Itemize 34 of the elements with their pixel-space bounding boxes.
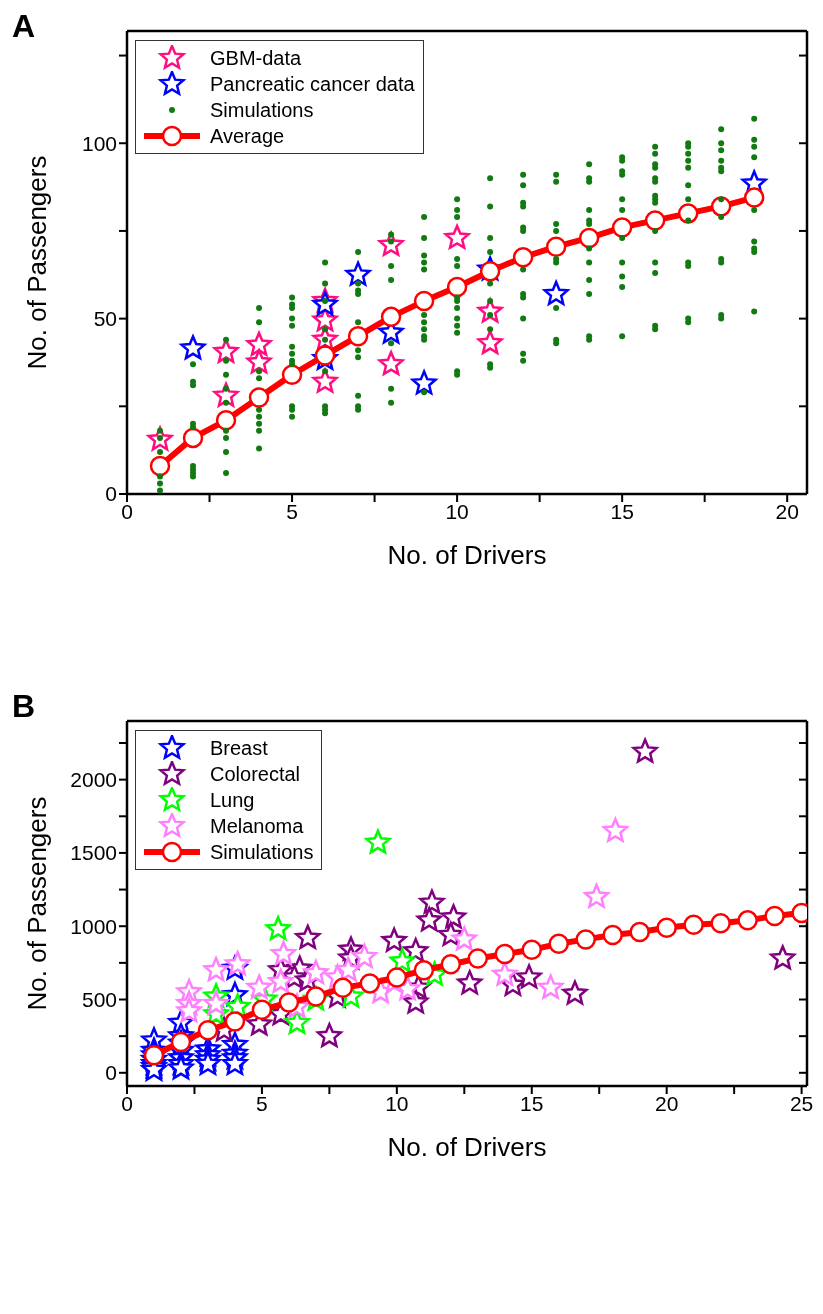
y-tick-label: 50: [93, 307, 117, 331]
legend-label: Melanoma: [210, 814, 304, 838]
y-tick-label: 1000: [70, 914, 117, 938]
x-axis-title: No. of Drivers: [387, 1132, 547, 1162]
y-tick-label: 2000: [70, 768, 117, 792]
x-tick-label: 5: [256, 1091, 268, 1115]
legend-label: Lung: [210, 788, 255, 812]
y-tick-label: 1500: [70, 841, 117, 865]
chart-title: A: [12, 8, 36, 45]
x-tick-label: 20: [655, 1091, 679, 1115]
x-tick-label: 10: [445, 499, 469, 523]
legend-label: Pancreatic cancer data: [210, 72, 415, 96]
legend-label: Simulations: [210, 840, 314, 864]
legend-label: Breast: [210, 736, 268, 760]
y-axis-title: No. of Passengers: [22, 155, 53, 370]
legend-label: Average: [210, 124, 285, 148]
x-tick-label: 5: [286, 499, 298, 523]
chart-title: B: [12, 688, 36, 725]
y-axis-title: No. of Passengers: [22, 796, 53, 1011]
y-tick-label: 500: [81, 987, 117, 1011]
x-tick-label: 15: [520, 1091, 544, 1115]
legend-label: Colorectal: [210, 762, 301, 786]
x-tick-label: 15: [610, 499, 634, 523]
y-tick-label: 0: [105, 1061, 117, 1085]
x-tick-label: 25: [789, 1091, 814, 1115]
x-axis-title: No. of Drivers: [387, 540, 547, 570]
y-tick-label: 0: [105, 482, 117, 506]
x-tick-label: 0: [121, 499, 133, 523]
x-tick-label: 10: [385, 1091, 409, 1115]
legend-label: GBM-data: [210, 46, 302, 70]
legend-label: Simulations: [210, 98, 314, 122]
x-tick-label: 0: [121, 1091, 133, 1115]
y-tick-label: 100: [81, 131, 117, 155]
x-tick-label: 20: [775, 499, 799, 523]
